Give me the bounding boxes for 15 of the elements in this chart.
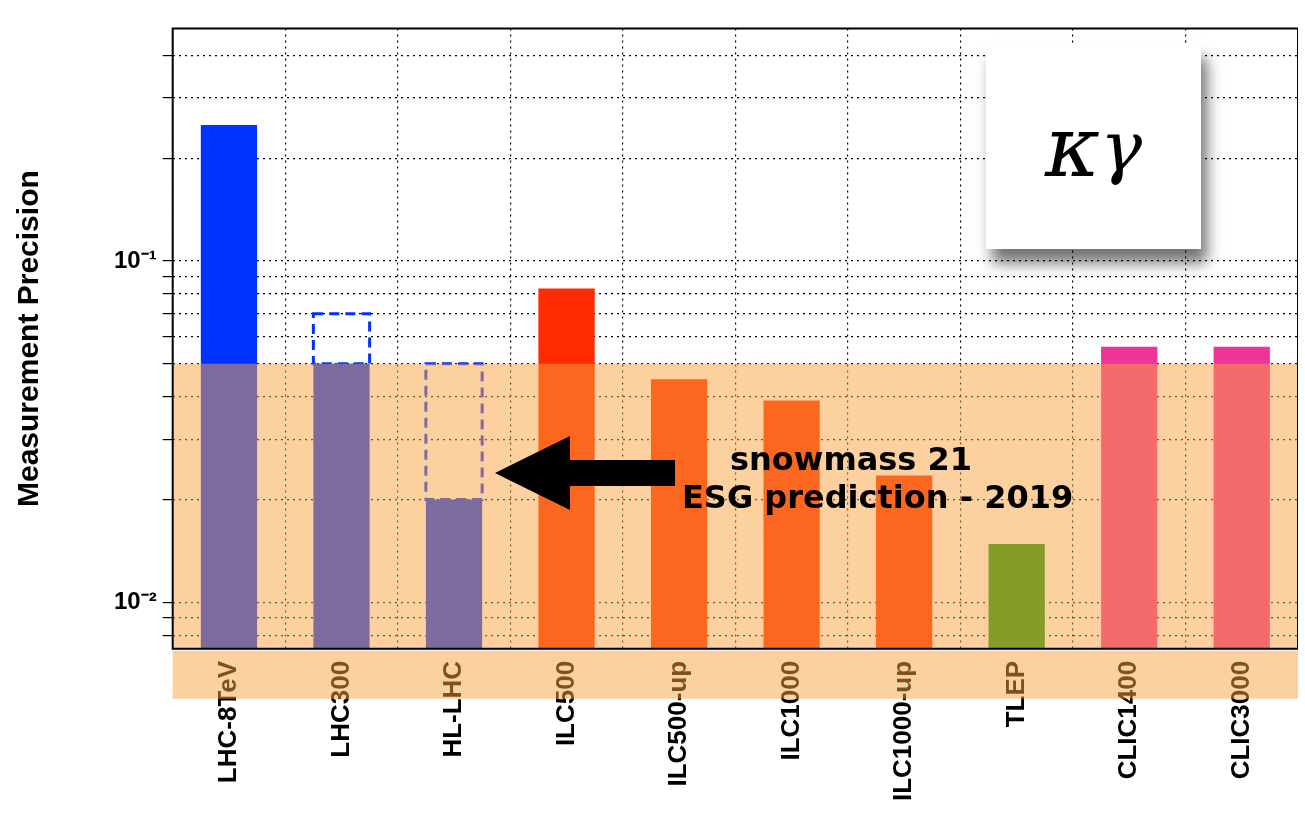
annotation: ESG prediction - 2019 (682, 478, 1074, 516)
x-tick-label: LHC300 (324, 660, 355, 758)
annotation: snowmass 21 (730, 440, 973, 478)
y-tick-label: 10⁻¹ (114, 245, 157, 273)
x-tick-label: CLIC1400 (1112, 660, 1143, 780)
x-tick-label: ILC500 (549, 660, 580, 747)
x-tick-label: ILC1000-up (887, 660, 918, 802)
x-tick-label: ILC500-up (662, 660, 693, 787)
y-tick-label: 10⁻² (114, 586, 157, 614)
x-tick-label: ILC1000 (774, 660, 805, 761)
x-tick-label: HL-LHC (437, 660, 468, 758)
x-tick-label: CLIC3000 (1224, 660, 1255, 780)
x-tick-label: LHC-8TeV (212, 660, 243, 784)
y-axis-title: Measurement Precision (11, 170, 45, 508)
x-tick-label: TLEP (999, 660, 1030, 728)
